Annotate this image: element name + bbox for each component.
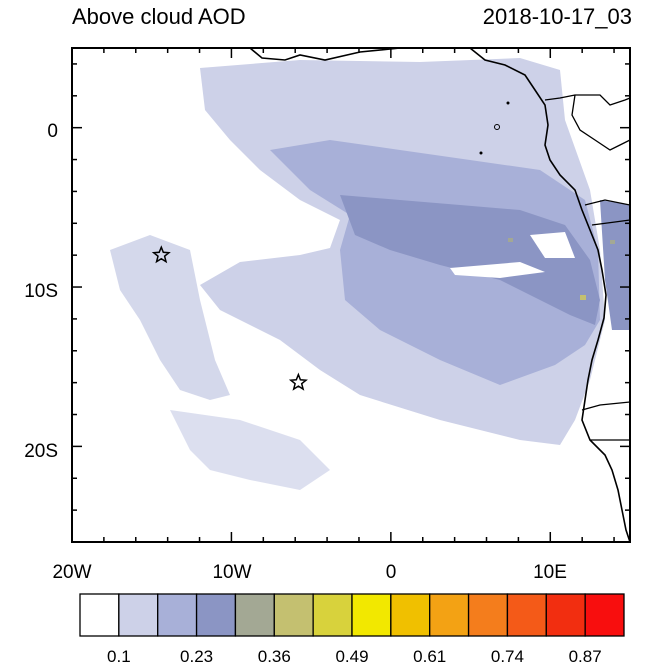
cloud-gap	[450, 262, 545, 278]
colorbar-swatch	[157, 593, 198, 637]
colorbar-label: 0.1	[107, 647, 131, 666]
colorbar-swatch	[195, 593, 237, 637]
aod-layer-high	[340, 195, 600, 325]
plot-title: Above cloud AOD	[72, 4, 246, 29]
y-tick-label-20s: 20S	[24, 441, 58, 462]
colorbar-swatch	[312, 593, 353, 637]
colorbar-swatch	[118, 593, 159, 637]
island	[506, 101, 510, 105]
x-tick-label-10w: 10W	[212, 562, 251, 583]
colorbar-swatch	[79, 593, 120, 637]
colorbar-swatch	[273, 593, 314, 637]
colorbar-swatch	[545, 593, 586, 637]
island	[479, 151, 483, 155]
colorbar-swatch	[390, 593, 431, 637]
colorbar-label: 0.23	[180, 647, 213, 666]
aod-layer-high-2	[600, 200, 630, 330]
colorbar-swatch	[467, 593, 509, 637]
x-tick-label-0: 0	[386, 562, 397, 583]
colorbar-label: 0.74	[491, 647, 524, 666]
colorbar-label: 0.61	[413, 647, 446, 666]
x-tick-label-20w: 20W	[52, 562, 91, 583]
star-marker-west	[151, 245, 171, 264]
island	[494, 124, 500, 130]
marker-layer	[151, 245, 308, 391]
aod-speck	[580, 295, 586, 300]
colorbar-label: 0.87	[569, 647, 602, 666]
colorbar-swatch	[506, 593, 547, 637]
country-borders	[544, 94, 630, 441]
aod-layer-low-west	[110, 235, 230, 400]
colorbar-label: 0.49	[335, 647, 368, 666]
colorbar-swatch	[584, 593, 625, 637]
cloud-gap	[530, 232, 575, 258]
plot-frame	[71, 47, 631, 543]
colorbar-label: 0.36	[258, 647, 291, 666]
colorbar-swatch	[429, 593, 470, 637]
colorbar: 0.1 0.23 0.36 0.49 0.61 0.74 0.87	[79, 593, 625, 666]
colorbar-swatch	[351, 593, 392, 637]
plot-timestamp: 2018-10-17_03	[482, 4, 632, 29]
africa-coastline	[249, 48, 630, 542]
colorbar-swatch	[234, 593, 275, 637]
y-tick-label-10s: 10S	[24, 281, 58, 302]
aod-layer-low-south	[170, 410, 330, 490]
star-marker-central	[288, 372, 308, 391]
aod-speck	[508, 238, 513, 242]
tick-marks	[71, 48, 630, 543]
y-tick-label-0: 0	[47, 121, 58, 142]
x-tick-label-10e: 10E	[533, 562, 567, 583]
aod-speck	[610, 240, 615, 244]
aod-field	[110, 48, 630, 542]
